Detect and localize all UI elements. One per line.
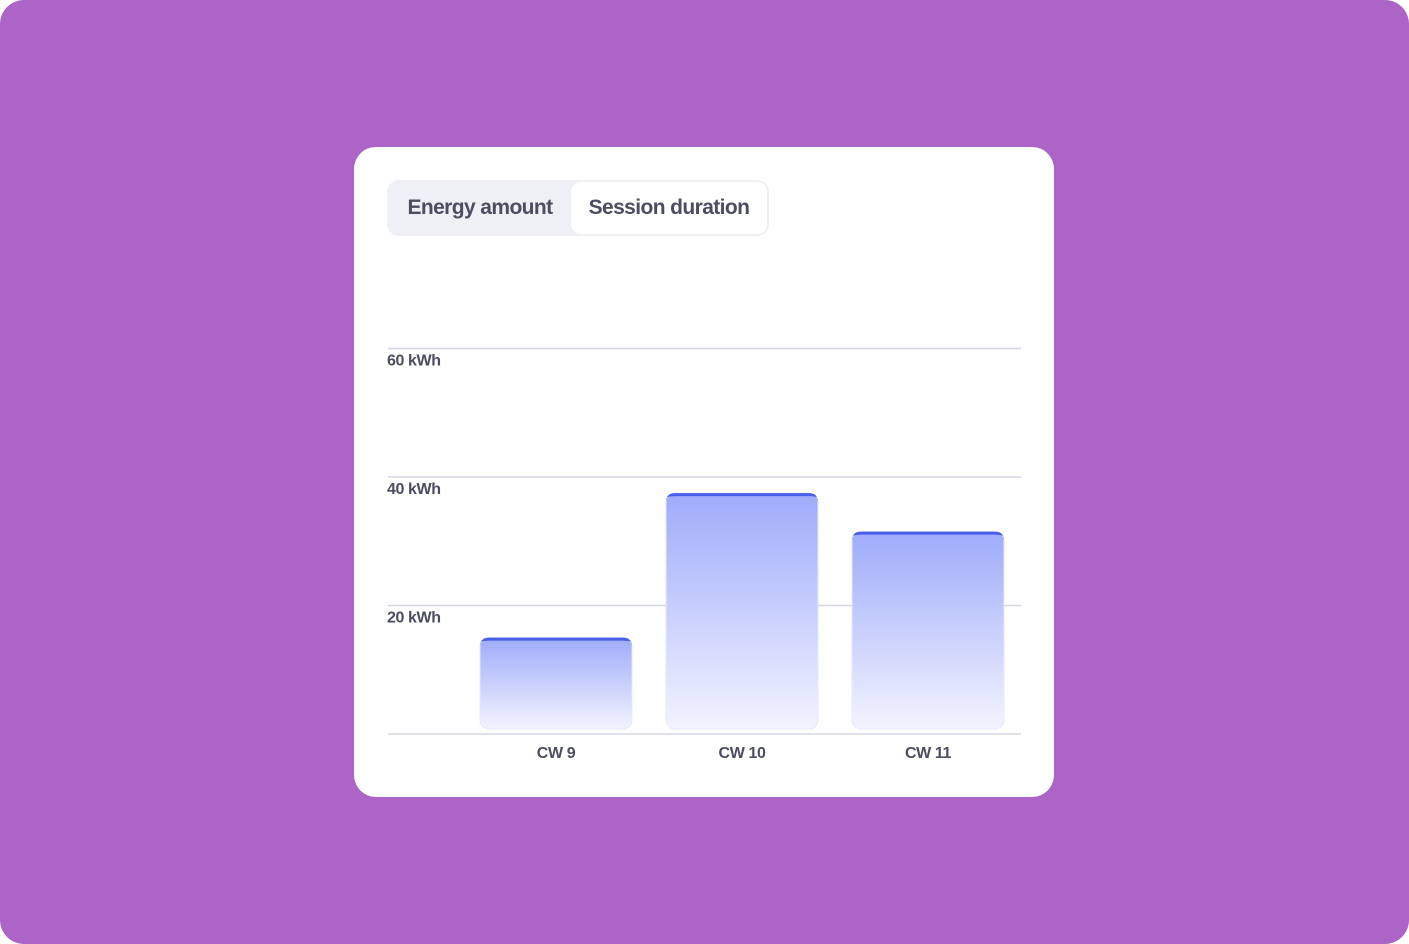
- x-category-label: CW 9: [537, 745, 576, 762]
- y-tick-label: 20 kWh: [387, 610, 441, 627]
- bar: [665, 492, 819, 730]
- tab-session-duration[interactable]: Session duration: [571, 182, 767, 234]
- x-category-label: CW 10: [719, 745, 766, 762]
- bar-chart: 20 kWh 40 kWh 60 kWh CW 9 CW 10 CW 11: [387, 347, 1021, 762]
- metric-tab-group: Energy amount Session duration: [387, 180, 769, 236]
- bar-top-accent: [480, 637, 632, 647]
- bar-body: [479, 637, 633, 730]
- bar-body: [851, 531, 1005, 730]
- chart-card: Energy amount Session duration 20 kWh 40 …: [354, 147, 1054, 797]
- bar: [851, 531, 1005, 730]
- bar-top-accent: [666, 493, 818, 503]
- x-category-label: CW 11: [905, 745, 952, 762]
- bar: [479, 637, 633, 730]
- tab-energy-amount[interactable]: Energy amount: [407, 196, 553, 219]
- y-tick-label: 40 kWh: [387, 481, 441, 498]
- bar-body: [665, 492, 819, 730]
- y-tick-label: 60 kWh: [387, 353, 441, 370]
- bar-top-accent: [852, 531, 1004, 541]
